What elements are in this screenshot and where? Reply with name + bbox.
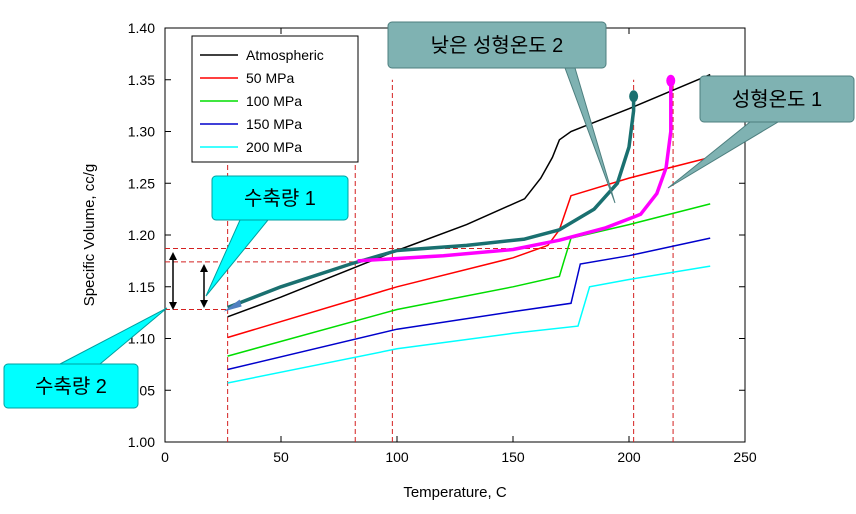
legend-label: Atmospheric: [246, 47, 324, 63]
x-tick-label: 50: [273, 449, 289, 465]
callout-mold-temp-1: 성형온도 1: [667, 75, 855, 189]
y-tick-label: 1.00: [128, 434, 155, 450]
callout-box: [387, 21, 607, 69]
y-tick-label: 1.15: [128, 279, 155, 295]
legend-label: 100 MPa: [246, 93, 302, 109]
series-line-150-mpa: [227, 237, 711, 371]
low-temp-path-arrowhead: [223, 299, 242, 312]
low-temp-path: [226, 96, 636, 310]
callout-text-shrinkage-2: 수축량 2: [35, 375, 107, 398]
callout-box: [3, 363, 139, 409]
callout-text-shrinkage-1: 수축량 1: [244, 187, 316, 210]
callout-pointer: [540, 67, 616, 204]
x-tick-label: 250: [733, 449, 757, 465]
mold-temp-path: [357, 80, 673, 263]
legend-label: 200 MPa: [246, 139, 302, 155]
y-tick-label: 1.25: [128, 175, 155, 191]
y-axis-label: Specific Volume, cc/g: [81, 164, 98, 307]
legend-label: 150 MPa: [246, 116, 302, 132]
legend: Atmospheric 50 MPa 100 MPa 150 MPa 200 MPa: [191, 35, 359, 163]
callout-pointer: [667, 121, 780, 189]
callout-box: [699, 75, 855, 123]
x-tick-label: 150: [501, 449, 525, 465]
mold-temp-path-end-marker: [666, 74, 676, 87]
callout-box: [211, 175, 349, 221]
x-tick-label: 100: [385, 449, 409, 465]
legend-label: 50 MPa: [246, 70, 294, 86]
callout-low-mold-temp-2: 낮은 성형온도 2: [387, 21, 616, 204]
x-axis-label: Temperature, C: [403, 484, 507, 501]
callout-text-mold-temp-1: 성형온도 1: [732, 88, 822, 111]
y-tick-label: 1.40: [128, 20, 155, 36]
x-tick-label: 0: [161, 449, 169, 465]
legend-box: [191, 35, 359, 163]
x-tick-label: 200: [617, 449, 641, 465]
y-tick-label: 1.20: [128, 227, 155, 243]
series-line-200-mpa: [227, 265, 711, 384]
callout-text-low-mold-temp-2: 낮은 성형온도 2: [431, 34, 564, 57]
low-temp-path-end-marker: [629, 90, 639, 103]
callout-pointer: [205, 219, 270, 297]
y-tick-label: 1.35: [128, 72, 155, 88]
process-paths-layer: [223, 74, 676, 312]
callout-shrinkage-1: 수축량 1: [205, 175, 349, 297]
callout-shrinkage-2: 수축량 2: [3, 307, 168, 409]
series-line-100-mpa: [227, 203, 711, 357]
y-tick-label: 1.30: [128, 124, 155, 140]
axes: 0 50 100 150 200 2501.001.051.101.151.201.251…: [128, 20, 757, 465]
